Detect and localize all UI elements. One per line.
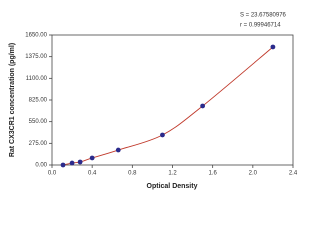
y-tick-label: 825.00 bbox=[29, 98, 48, 104]
point bbox=[89, 155, 95, 161]
fit-curve bbox=[62, 46, 274, 166]
x-tick-label: 1.2 bbox=[168, 171, 177, 177]
point bbox=[77, 159, 83, 165]
x-axis-title: Optical Density bbox=[147, 183, 198, 190]
point bbox=[60, 162, 66, 168]
x-tick-label: 2.4 bbox=[289, 171, 298, 177]
point bbox=[200, 103, 206, 109]
y-axis-title: Rat CX3CR1 concentration (pg/ml) bbox=[9, 43, 16, 157]
y-tick-label: 275.00 bbox=[29, 141, 48, 147]
annotation: r = 0.99946714 bbox=[240, 23, 281, 29]
point bbox=[69, 160, 75, 166]
annotation: S = 23.67580976 bbox=[240, 13, 287, 19]
point bbox=[270, 44, 276, 50]
point bbox=[115, 147, 121, 153]
y-tick-label: 0.00 bbox=[35, 163, 47, 169]
y-tick-label: 550.00 bbox=[29, 119, 48, 125]
y-tick-label: 1650.00 bbox=[25, 33, 47, 39]
point bbox=[160, 132, 165, 138]
x-tick-label: 0.4 bbox=[88, 171, 97, 177]
chart: S = 23.67580976 r = 0.99946714 Optical D… bbox=[9, 13, 298, 190]
x-tick-label: 1.6 bbox=[208, 171, 217, 177]
x-tick-label: 0.0 bbox=[48, 171, 57, 177]
y-tick-label: 1375.00 bbox=[25, 54, 47, 60]
x-tick-label: 2.0 bbox=[249, 171, 258, 177]
y-tick-label: 1100.00 bbox=[26, 76, 48, 82]
plot-frame bbox=[51, 34, 294, 166]
x-tick-label: 0.8 bbox=[128, 171, 137, 177]
